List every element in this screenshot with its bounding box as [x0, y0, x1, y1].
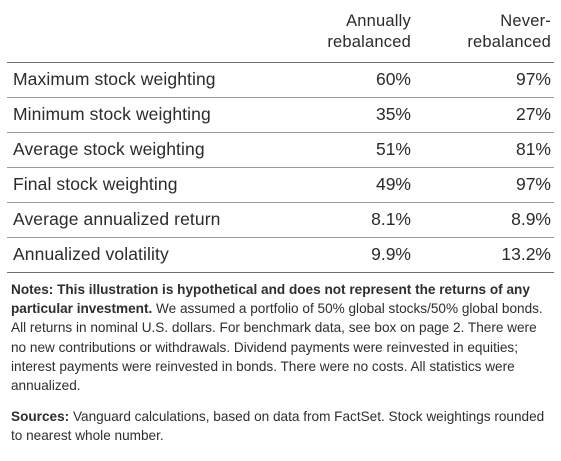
table-row: Minimum stock weighting 35% 27%: [7, 98, 554, 133]
column-header-annually-rebalanced: Annually rebalanced: [281, 11, 411, 53]
annual-value: 51%: [375, 139, 411, 159]
never-value: 13.2%: [501, 244, 551, 264]
column-header-line: rebalanced: [467, 33, 551, 51]
row-label: Final stock weighting: [13, 174, 178, 194]
row-label: Maximum stock weighting: [13, 69, 216, 89]
annual-value: 60%: [375, 69, 411, 89]
sources-body: Vanguard calculations, based on data fro…: [11, 409, 545, 444]
column-header-line: rebalanced: [327, 33, 411, 51]
header-divider: [7, 62, 554, 63]
table-row: Average annualized return 8.1% 8.9%: [7, 203, 554, 238]
sources-paragraph: Sources: Vanguard calculations, based on…: [11, 407, 553, 445]
table-header: Annually rebalanced Never- rebalanced: [0, 11, 561, 61]
annual-value: 8.1%: [371, 209, 411, 229]
never-value: 97%: [515, 174, 551, 194]
notes-body: We assumed a portfolio of 50% global sto…: [11, 301, 543, 394]
table-row: Average stock weighting 51% 81%: [7, 133, 554, 168]
comparison-table: Maximum stock weighting 60% 97% Minimum …: [7, 63, 554, 273]
never-value: 27%: [515, 104, 551, 124]
row-label: Average annualized return: [13, 209, 221, 229]
row-label: Minimum stock weighting: [13, 104, 211, 124]
annual-value: 35%: [375, 104, 411, 124]
row-label: Average stock weighting: [13, 139, 205, 159]
annual-value: 49%: [375, 174, 411, 194]
notes-paragraph: Notes: This illustration is hypothetical…: [11, 280, 553, 395]
column-header-line: Never-: [500, 12, 551, 30]
row-label: Annualized volatility: [13, 244, 169, 264]
table-row: Final stock weighting 49% 97%: [7, 168, 554, 203]
never-value: 8.9%: [511, 209, 551, 229]
table-row: Annualized volatility 9.9% 13.2%: [7, 238, 554, 273]
column-header-line: Annually: [346, 12, 411, 30]
sources-label: Sources:: [11, 409, 70, 424]
column-header-never-rebalanced: Never- rebalanced: [421, 11, 551, 53]
table-row: Maximum stock weighting 60% 97%: [7, 63, 554, 98]
never-value: 97%: [515, 69, 551, 89]
annual-value: 9.9%: [371, 244, 411, 264]
notes-bold-lead: Notes: This illustration is hypothetical…: [11, 282, 530, 317]
never-value: 81%: [515, 139, 551, 159]
